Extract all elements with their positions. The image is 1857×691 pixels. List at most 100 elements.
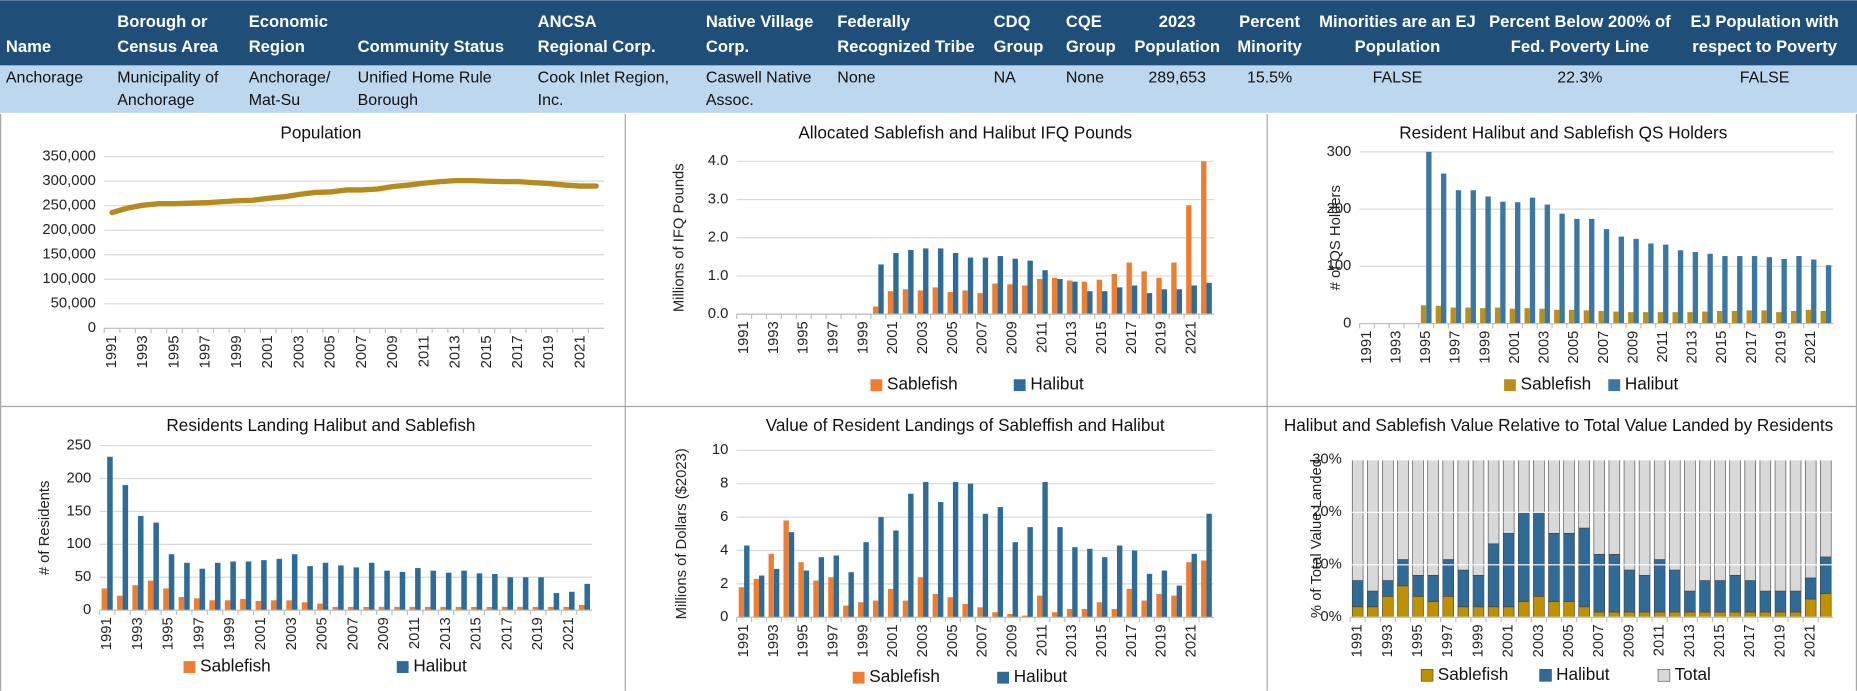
x-tick-label: 2003 [915,321,931,354]
bar-segment [1472,574,1485,608]
table-cell: 22.3% [1557,70,1602,87]
column-header: Recognized Tribe [837,37,974,56]
y-tick-label: 50,000 [51,296,96,312]
bar-segment [1699,580,1711,613]
bar [399,572,406,611]
legend-swatch [870,379,883,392]
x-tick-label: 2005 [1561,624,1577,657]
bar-segment [1382,580,1394,597]
bar-segment [1518,511,1530,602]
bar-segment [1789,459,1802,592]
bar [1441,173,1447,324]
bar-segment [1804,577,1817,600]
y-tick-label: 250,000 [42,198,95,214]
x-tick-label: 2019 [1773,331,1789,364]
bar-segment [1487,543,1500,608]
bar [1102,291,1108,315]
x-tick-label: 1993 [135,335,151,368]
bar [461,570,467,611]
bar [532,606,539,611]
table-cell: 15.5% [1247,70,1292,87]
y-axis-label: # of Residents [37,481,53,576]
x-tick-label: 2011 [416,335,432,367]
bar-segment [1442,459,1454,560]
bar [1191,553,1197,618]
bar [1435,305,1442,324]
bar-segment [1638,611,1651,618]
x-tick-label: 2007 [1591,624,1607,657]
x-tick-label: 1999 [222,617,238,650]
bar [363,606,369,611]
bar [455,606,462,611]
y-axis-label: # of QS Holders [1328,185,1344,290]
legend-swatch [852,671,865,684]
y-tick-label: 0 [83,602,91,618]
bar [872,306,879,315]
column-header: Native Village [706,12,814,31]
x-tick-label: 1997 [1440,624,1456,657]
x-tick-label: 1993 [1380,624,1396,657]
y-tick-label: 2.0 [708,230,729,246]
column-header: Regional Corp. [538,37,656,56]
x-tick-label: 2013 [1685,331,1701,364]
bar [1171,595,1177,618]
bar [967,483,974,618]
bar-segment [1653,459,1666,560]
bar [1022,285,1028,315]
bar [307,566,313,611]
bar [1746,310,1752,324]
bar [184,562,190,611]
bar [317,603,323,611]
column-header: Region [249,37,305,56]
bar-segment [1759,459,1772,592]
y-tick-label: 300 [1327,144,1352,160]
bar [1825,265,1832,324]
bar-segment [1789,590,1802,613]
y-tick-label: 300,000 [42,173,95,189]
bar-segment [1563,601,1575,618]
bar [199,568,206,611]
bar [384,570,390,611]
bar-segment [1397,559,1409,587]
legend-label: Total [1675,664,1711,684]
y-tick-label: 0 [720,609,728,625]
x-tick-label: 1997 [825,624,841,657]
bar [1176,585,1183,618]
x-tick-label: 2021 [561,617,577,650]
bar [1111,274,1117,315]
bar [368,562,375,611]
bar [1146,573,1153,618]
legend-swatch [1539,669,1552,682]
bar [992,283,998,315]
x-tick-label: 2007 [975,624,991,657]
bar [1648,243,1654,324]
column-header: Percent [1239,12,1300,31]
bar [224,600,231,611]
table-cell: Caswell Native [706,70,812,87]
bar [117,595,123,611]
y-tick-label: 2 [720,576,728,592]
x-tick-label: 2009 [1621,624,1637,657]
bar [997,507,1004,618]
bar [977,607,983,618]
table-cell: Unified Home Rule [358,70,492,87]
bar [1171,262,1177,315]
bar [1102,557,1108,618]
bar-segment [1744,580,1756,613]
bar-segment [1699,611,1711,618]
bar-segment [1669,569,1681,613]
x-tick-label: 2001 [885,624,901,657]
bar [1494,307,1501,324]
column-header: CQE [1066,12,1102,31]
bar-segment [1744,611,1756,618]
bar [887,588,894,618]
bar [833,555,839,618]
bar-segment [1744,459,1756,581]
y-tick-label: 1.0 [708,268,729,284]
bar [1702,311,1708,324]
bar [893,530,899,618]
bar [1761,310,1767,324]
bar [1161,570,1168,618]
x-tick-label: 2003 [284,617,300,650]
